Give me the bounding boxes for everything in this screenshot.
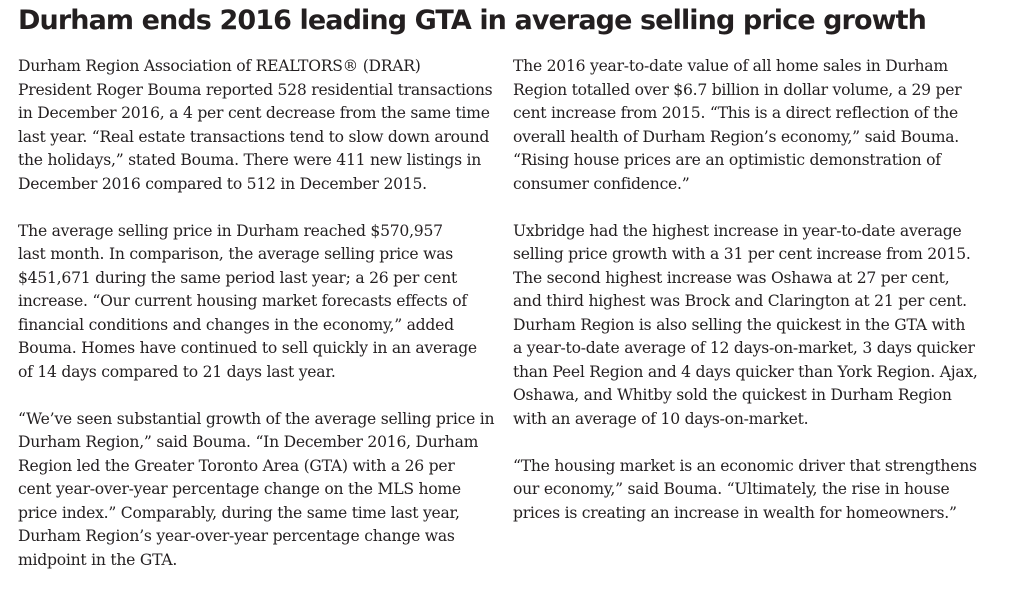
text-line: The average selling price in Durham reac… (18, 221, 443, 240)
article-headline: Durham ends 2016 leading GTA in average … (18, 5, 927, 36)
text-line: cent increase from 2015. “This is a dire… (513, 104, 958, 122)
text-line: “Rising house prices are an optimistic d… (513, 151, 941, 169)
text-line: Uxbridge had the highest increase in yea… (513, 221, 962, 240)
article-column-right: The 2016 year-to-date value of all home … (513, 55, 991, 549)
text-line: “The housing market is an economic drive… (513, 456, 977, 475)
text-line: Durham Region is also selling the quicke… (513, 315, 966, 334)
text-line: with an average of 10 days-on-market. (513, 409, 809, 428)
text-line: The 2016 year-to-date value of all home … (513, 57, 948, 75)
text-line: “We’ve seen substantial growth of the av… (18, 409, 495, 428)
text-line: and third highest was Brock and Claringt… (513, 292, 967, 310)
text-line: Durham Region Association of REALTORS® (… (18, 57, 421, 75)
text-line: in December 2016, a 4 per cent decrease … (18, 104, 490, 122)
text-line: selling price growth with a 31 per cent … (513, 245, 971, 263)
text-line: Durham Region’s year-over-year percentag… (18, 527, 455, 545)
text-line: consumer confidence.” (513, 174, 690, 193)
text-line: President Roger Bouma reported 528 resid… (18, 80, 493, 99)
text-line: Region led the Greater Toronto Area (GTA… (18, 456, 455, 475)
text-line: price index.” Comparably, during the sam… (18, 503, 460, 522)
paragraph: Uxbridge had the highest increase in yea… (513, 220, 991, 432)
text-line: Bouma. Homes have continued to sell quic… (18, 339, 477, 357)
text-line: midpoint in the GTA. (18, 550, 178, 569)
text-line: last month. In comparison, the average s… (18, 245, 453, 263)
text-line: a year-to-date average of 12 days-on-mar… (513, 339, 975, 357)
text-line: last year. “Real estate transactions ten… (18, 127, 490, 146)
text-line: increase. “Our current housing market fo… (18, 292, 467, 310)
text-line: the holidays,” stated Bouma. There were … (18, 151, 482, 169)
text-line: Region totalled over $6.7 billion in dol… (513, 80, 962, 99)
text-line: overall health of Durham Region’s econom… (513, 127, 960, 146)
text-line: $451,671 during the same period last yea… (18, 268, 458, 287)
text-line: than Peel Region and 4 days quicker than… (513, 362, 978, 381)
paragraph: “We’ve seen substantial growth of the av… (18, 408, 496, 573)
paragraph: The average selling price in Durham reac… (18, 220, 496, 385)
text-line: prices is creating an increase in wealth… (513, 503, 957, 522)
text-line: Durham Region,” said Bouma. “In December… (18, 433, 479, 451)
text-line: of 14 days compared to 21 days last year… (18, 362, 336, 381)
text-line: Oshawa, and Whitby sold the quickest in … (513, 386, 952, 404)
text-line: The second highest increase was Oshawa a… (513, 268, 950, 287)
paragraph: “The housing market is an economic drive… (513, 455, 991, 526)
paragraph: The 2016 year-to-date value of all home … (513, 55, 991, 196)
text-line: financial conditions and changes in the … (18, 315, 454, 334)
text-line: our economy,” said Bouma. “Ultimately, t… (513, 480, 950, 498)
text-line: cent year-over-year percentage change on… (18, 480, 461, 498)
paragraph: Durham Region Association of REALTORS® (… (18, 55, 496, 196)
article-column-left: Durham Region Association of REALTORS® (… (18, 55, 496, 596)
text-line: December 2016 compared to 512 in Decembe… (18, 174, 427, 193)
